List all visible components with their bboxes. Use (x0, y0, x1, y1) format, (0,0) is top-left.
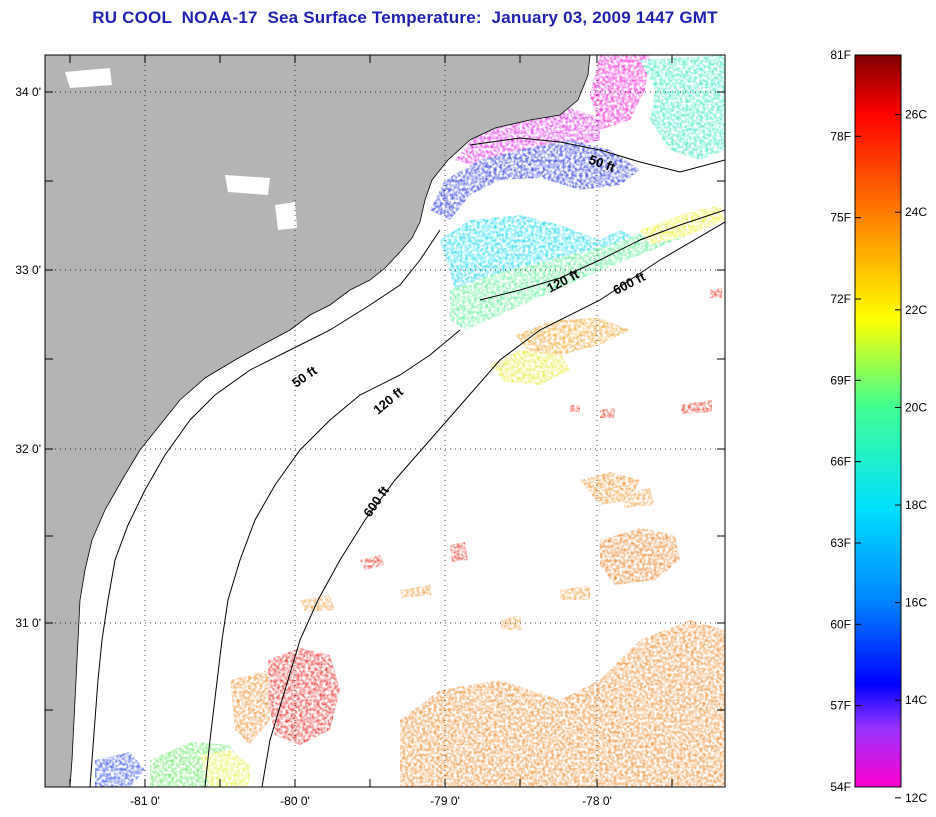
sst-yellow-patch-southwest (200, 750, 250, 787)
lat-tick-label: 33 0' (15, 263, 41, 277)
map-title: RU COOL NOAA-17 Sea Surface Temperature:… (92, 8, 718, 27)
colorbar-c-label: 22C (905, 303, 927, 317)
sst-cold-patch-north (590, 55, 650, 130)
isobath-50ft (89, 137, 725, 787)
lat-tick-label: 34 0' (15, 85, 41, 99)
lon-tick-label: -80 0' (280, 794, 310, 808)
sst-blue-nearshore (430, 140, 640, 220)
colorbar-f-label: 75F (830, 211, 851, 225)
colorbar-f-label: 66F (830, 455, 851, 469)
lon-tick-label: -81 0' (130, 794, 160, 808)
colorbar-f-label: 69F (830, 373, 851, 387)
lon-tick-label: -79 0' (430, 794, 460, 808)
colorbar-f-label: 54F (830, 780, 851, 794)
sst-yellow-patch-mid (490, 350, 570, 385)
sst-northeast-cyan (640, 55, 725, 160)
sst-orange-speckles (300, 488, 655, 630)
colorbar-f-label: 60F (830, 617, 851, 631)
lat-tick-label: 31 0' (15, 616, 41, 630)
colorbar-c-label: 16C (905, 596, 927, 610)
axis-ticks (45, 55, 725, 787)
sst-warm-patch-southeast (400, 620, 725, 787)
colorbar-c-label: 12C (905, 791, 927, 805)
sst-blue-patch-southwest (95, 752, 145, 787)
sst-orange-patch-shelfbreak (515, 318, 630, 355)
isobath-120ft (204, 209, 725, 787)
temperature-colorbar: 81F 78F 75F 72F 69F 66F 63F 60F 57F 54F 26C 24C 22C… (830, 48, 927, 805)
colorbar-f-label: 63F (830, 536, 851, 550)
colorbar-c-label: 18C (905, 498, 927, 512)
colorbar-f-label: 72F (830, 292, 851, 306)
map-frame (44, 54, 726, 788)
isobath-600ft (261, 221, 725, 787)
colorbar-f-label: 81F (830, 48, 851, 62)
colorbar-gradient (854, 54, 902, 788)
sst-warm-patch-central (600, 528, 680, 585)
colorbar-c-label: 14C (905, 693, 927, 707)
graticule (45, 55, 725, 787)
sst-red-patch-south (268, 648, 340, 745)
colorbar-c-label: 20C (905, 400, 927, 414)
sst-map: -81 0' -80 0' -79 0' -78 0' 34 0' 33 0' … (15, 54, 726, 808)
lat-tick-label: 32 0' (15, 442, 41, 456)
sst-orange-patch-south (230, 670, 270, 745)
colorbar-c-label: 24C (905, 205, 927, 219)
colorbar-f-label: 57F (830, 699, 851, 713)
land-mass (45, 55, 591, 787)
sst-green-shelf (450, 215, 700, 330)
land-cloud-mask (65, 68, 297, 230)
lon-tick-label: -78 0' (582, 794, 612, 808)
colorbar-c-label: 26C (905, 108, 927, 122)
colorbar-f-label: 78F (830, 129, 851, 143)
sst-yellow-band (640, 205, 725, 245)
